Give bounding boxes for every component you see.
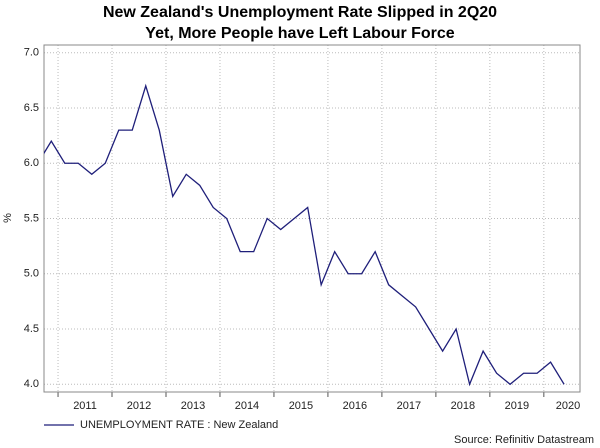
y-tick-label: 5.5 — [24, 212, 39, 224]
x-tick-label: 2013 — [181, 400, 205, 412]
x-tick-label: 2012 — [127, 400, 151, 412]
y-tick-label: 6.5 — [24, 102, 39, 114]
y-axis-label: % — [2, 213, 14, 223]
y-tick-label: 4.5 — [24, 323, 39, 335]
y-tick-label: 7.0 — [24, 47, 39, 59]
y-tick-label: 4.0 — [24, 378, 39, 390]
plot-frame — [43, 44, 581, 393]
x-tick-label: 2011 — [73, 400, 97, 412]
y-tick-label: 5.0 — [24, 268, 39, 280]
plot-area — [44, 83, 565, 387]
x-tick-label: 2020 — [556, 400, 580, 412]
legend-label: UNEMPLOYMENT RATE : New Zealand — [80, 419, 278, 431]
chart-title: New Zealand's Unemployment Rate Slipped … — [103, 4, 497, 21]
x-tick-label: 2018 — [451, 400, 475, 412]
data-line — [44, 83, 565, 387]
x-tick-label: 2019 — [505, 400, 529, 412]
chart-subtitle: Yet, More People have Left Labour Force — [145, 25, 455, 42]
x-tick-label: 2017 — [397, 400, 421, 412]
x-tick-label: 2016 — [343, 400, 367, 412]
x-tick-label: 2015 — [289, 400, 313, 412]
x-tick-label: 2014 — [235, 400, 259, 412]
y-tick-label: 6.0 — [24, 157, 39, 169]
source-note: Source: Refinitiv Datastream — [454, 434, 594, 446]
